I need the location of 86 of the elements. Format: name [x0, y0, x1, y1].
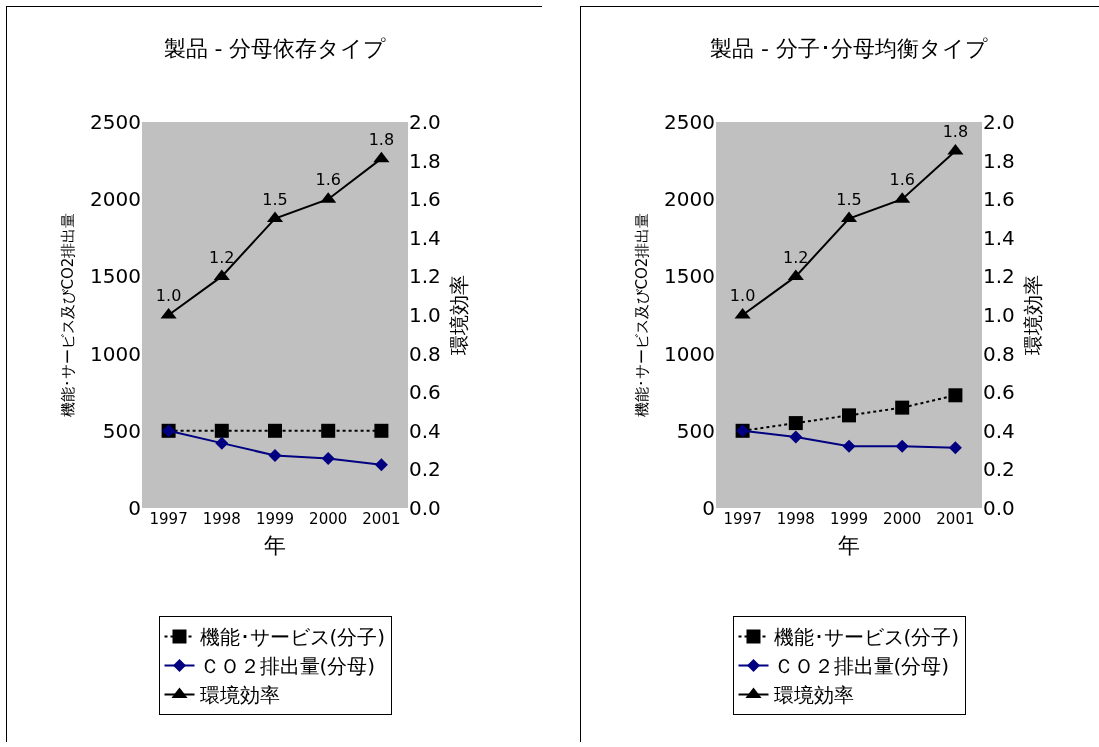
point [842, 439, 856, 453]
y2-tick-label: 0.6 [409, 380, 441, 405]
point [895, 439, 909, 453]
y2-tick-label: 1.4 [409, 225, 441, 250]
y2-tick-label: 1.4 [983, 225, 1015, 250]
legend-label: 機能･サービス(分子) [199, 625, 386, 650]
y2-tick-label: 2.0 [983, 110, 1015, 134]
y-tick-label: 2500 [90, 110, 141, 134]
data-label: 1.8 [942, 122, 969, 142]
point [788, 416, 803, 431]
point [268, 449, 282, 462]
point [948, 441, 962, 455]
y2-axis-title: 環境効率 [1021, 275, 1046, 355]
y2-tick-label: 0.8 [983, 341, 1015, 366]
y-tick-label: 2000 [90, 187, 141, 212]
x-tick-label: 2001 [362, 510, 401, 528]
y2-tick-label: 0.0 [983, 496, 1015, 520]
x-tick-label: 1997 [723, 510, 762, 528]
x-tick-label: 2000 [309, 510, 348, 528]
y2-tick-label: 0.0 [409, 496, 441, 520]
legend-label: 環境効率 [773, 683, 854, 708]
point [947, 143, 964, 155]
y2-tick-label: 0.8 [409, 341, 441, 366]
point [948, 388, 963, 403]
point [895, 400, 910, 415]
point [373, 151, 390, 163]
x-tick-label: 1999 [829, 510, 869, 528]
chart-title: 製品 - 分母依存タイプ [163, 35, 387, 61]
y2-tick-label: 1.8 [409, 148, 441, 173]
point [215, 436, 229, 450]
data-label: 1.8 [368, 129, 395, 149]
data-label: 1.5 [262, 189, 288, 209]
y2-tick-label: 0.2 [983, 457, 1015, 482]
x-axis-title: 年 [264, 532, 286, 558]
y2-tick-label: 1.0 [409, 303, 441, 327]
data-label: 1.0 [155, 286, 182, 306]
data-label: 1.2 [209, 247, 235, 267]
y-axis-title: 機能･サービス及びCO2排出量 [633, 212, 652, 418]
y2-tick-label: 0.4 [409, 418, 441, 443]
data-label: 1.5 [836, 189, 862, 209]
y2-tick-label: 1.0 [983, 303, 1015, 327]
y-tick-label: 0 [702, 496, 715, 520]
y2-tick-label: 0.2 [409, 457, 441, 482]
point [374, 423, 389, 438]
x-tick-label: 1999 [255, 510, 295, 528]
x-tick-label: 2000 [883, 510, 922, 528]
data-label: 1.2 [783, 247, 809, 267]
legend-label: ＣＯ２排出量(分母) [773, 654, 950, 679]
x-tick-label: 1998 [202, 510, 241, 528]
chart-title: 製品 - 分子･分母均衡タイプ [710, 35, 988, 61]
point [321, 423, 336, 438]
x-tick-label: 1997 [149, 510, 188, 528]
y-tick-label: 500 [676, 418, 715, 443]
y2-tick-label: 1.6 [409, 187, 441, 212]
legend-label: 環境効率 [199, 683, 280, 708]
y-axis-title: 機能･サービス及びCO2排出量 [59, 212, 78, 418]
y-tick-label: 2500 [664, 110, 715, 134]
data-label: 1.6 [315, 170, 341, 190]
y2-tick-label: 1.2 [409, 264, 441, 289]
y-tick-label: 1500 [90, 264, 141, 289]
y2-axis-title: 環境効率 [447, 275, 472, 355]
y-tick-label: 1000 [90, 341, 141, 366]
y2-tick-label: 0.4 [983, 418, 1015, 443]
legend-label: ＣＯ２排出量(分母) [199, 654, 376, 679]
y2-tick-label: 1.6 [983, 187, 1015, 212]
x-tick-label: 1998 [776, 510, 815, 528]
y2-tick-label: 1.8 [983, 148, 1015, 173]
point [268, 423, 282, 438]
y-tick-label: 0 [128, 496, 141, 520]
point [214, 423, 229, 438]
y2-tick-label: 2.0 [409, 110, 441, 134]
y2-tick-label: 0.6 [983, 380, 1015, 405]
point [321, 452, 335, 466]
data-label: 1.6 [889, 170, 915, 190]
data-label: 1.0 [729, 286, 756, 306]
y-tick-label: 1000 [664, 341, 715, 366]
legend-label: 機能･サービス(分子) [773, 625, 960, 650]
y-tick-label: 1500 [664, 264, 715, 289]
x-tick-label: 2001 [936, 510, 975, 528]
y-tick-label: 2000 [664, 187, 715, 212]
point [374, 458, 388, 472]
point [842, 408, 856, 423]
x-axis-title: 年 [838, 532, 860, 558]
point [789, 430, 803, 444]
y2-tick-label: 1.2 [983, 264, 1015, 289]
y-tick-label: 500 [102, 418, 141, 443]
